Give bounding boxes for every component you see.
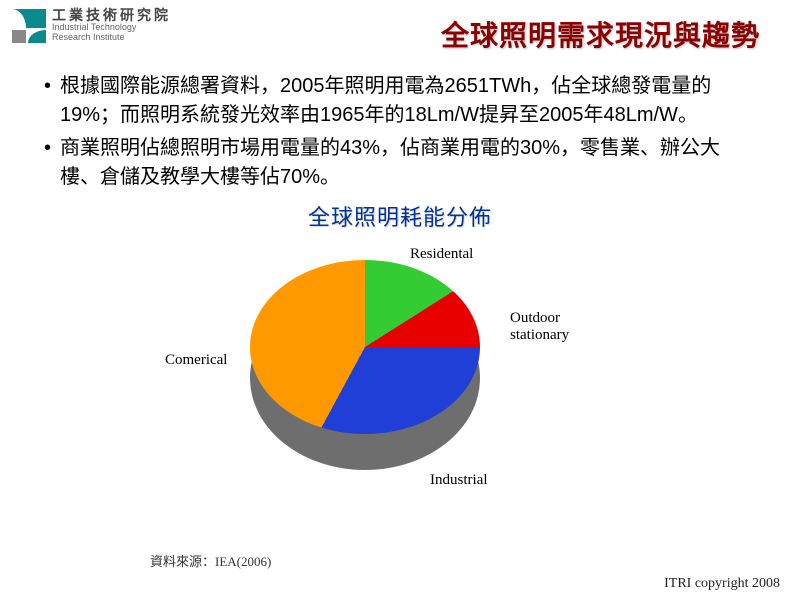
slice-label-outdoor: Outdoor stationary: [510, 310, 590, 343]
bullet-item: 商業照明佔總照明市場用電量的43%，佔商業用電的30%，零售業、辦公大樓、倉儲及…: [44, 134, 756, 192]
page-title: 全球照明需求現況與趨勢: [441, 8, 788, 54]
source-note: 資料來源：IEA(2006): [150, 551, 271, 570]
slice-label-industrial: Industrial: [430, 472, 488, 489]
bullet-list: 根據國際能源總署資料，2005年照明用電為2651TWh，佔全球總發電量的19%…: [0, 54, 800, 192]
bullet-item: 根據國際能源總署資料，2005年照明用電為2651TWh，佔全球總發電量的19%…: [44, 72, 756, 130]
itri-logo-icon: [12, 9, 46, 43]
copyright: ITRI copyright 2008: [664, 576, 780, 592]
logo-en-text-2: Research Institute: [52, 33, 171, 43]
logo-zh-text: 工業技術研究院: [52, 8, 171, 23]
slice-label-residental: Residental: [410, 246, 473, 263]
logo: 工業技術研究院 Industrial Technology Research I…: [12, 8, 171, 43]
chart-title: 全球照明耗能分佈: [0, 200, 800, 232]
pie-chart: Residental Outdoor stationary Industrial…: [0, 232, 800, 512]
slice-label-comerical: Comerical: [165, 352, 227, 369]
pie-face: [250, 260, 480, 434]
